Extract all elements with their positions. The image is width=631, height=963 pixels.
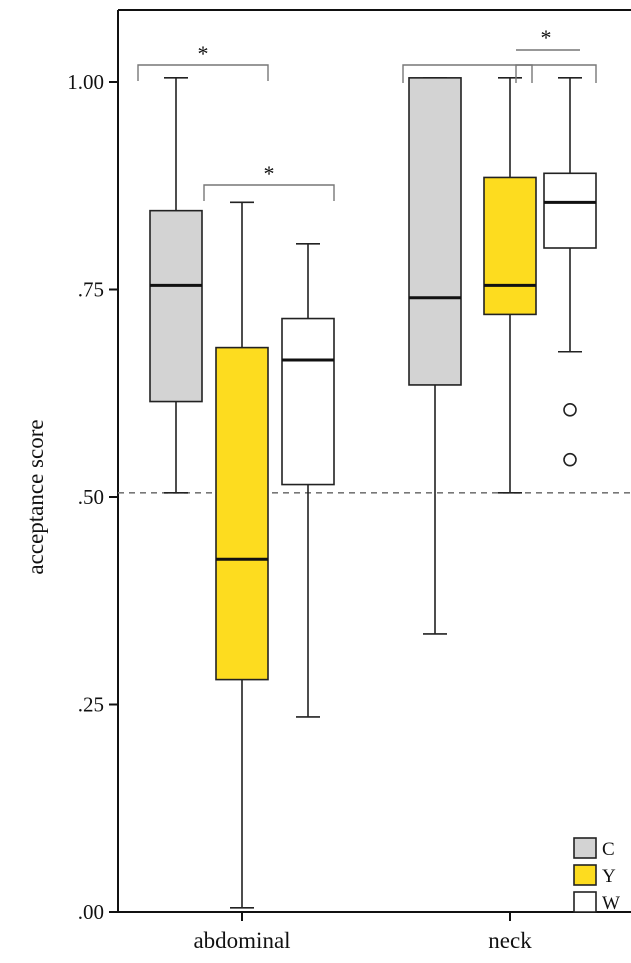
legend-item-W: W [573, 891, 620, 914]
legend-label: Y [602, 866, 616, 887]
legend-swatch [573, 837, 597, 859]
legend-swatch [573, 891, 597, 913]
box-body [483, 176, 537, 316]
x-tick-label: abdominal [193, 928, 290, 953]
bracket-line [402, 64, 533, 83]
significance-star: * [198, 41, 209, 66]
significance-bracket: * [137, 41, 269, 81]
box-body [215, 346, 269, 681]
box-C-abdominal [149, 77, 203, 494]
legend-label: W [602, 893, 620, 914]
legend-item-Y: Y [573, 864, 616, 887]
legend: CYW [573, 837, 620, 914]
box-plot-boxes [149, 77, 597, 909]
box-body [149, 209, 203, 403]
bracket-line [203, 184, 335, 201]
y-tick-label: .50 [78, 485, 104, 509]
box-body [281, 317, 335, 486]
y-tick-label: .25 [78, 693, 104, 717]
box-Y-abdominal [215, 201, 269, 909]
y-axis: .00 .25 .50 .75 1.00 [67, 70, 118, 924]
significance-bracket [402, 64, 533, 83]
significance-star: * [264, 161, 275, 186]
significance-bracket: * [515, 25, 597, 83]
legend-item-C: C [573, 837, 615, 860]
x-tick-label: neck [488, 928, 532, 953]
box-W-abdominal [281, 243, 335, 718]
outlier-point [563, 452, 577, 467]
legend-swatch [573, 864, 597, 886]
significance-bracket: * [203, 161, 335, 201]
x-axis: abdominal neck [193, 912, 532, 953]
box-body [543, 172, 597, 249]
box-Y-neck [483, 77, 537, 494]
significance-brackets: * * * [137, 25, 597, 201]
y-tick-label: 1.00 [67, 70, 104, 94]
y-axis-label: acceptance score [23, 419, 48, 574]
plot-frame [117, 9, 631, 913]
legend-label: C [602, 839, 615, 860]
box-W-neck [543, 77, 597, 467]
significance-star: * [541, 25, 552, 50]
box-body [408, 77, 462, 386]
outlier-point [563, 403, 577, 417]
bracket-line [515, 64, 597, 83]
y-tick-label: .75 [78, 278, 104, 302]
bracket-line [137, 64, 269, 81]
box-C-neck [408, 77, 462, 635]
y-tick-label: .00 [78, 900, 104, 924]
